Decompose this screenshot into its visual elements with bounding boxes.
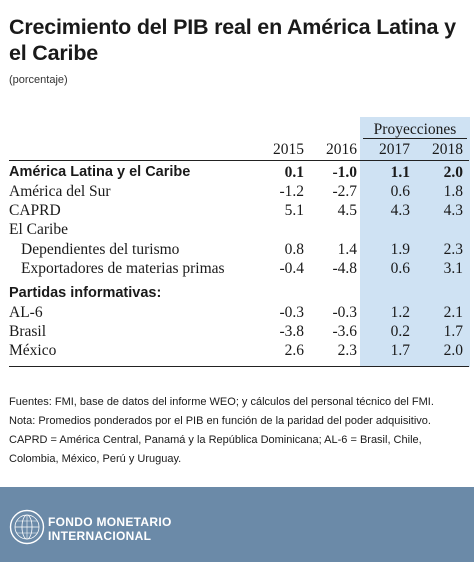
cell-value: 4.3 [443, 202, 463, 219]
cell-value: 2.6 [284, 342, 304, 359]
organization-name: FONDO MONETARIO INTERNACIONAL [48, 515, 172, 543]
year-header-2015: 2015 [273, 141, 304, 158]
row-label-caprd: CAPRD [9, 202, 61, 219]
page-title: Crecimiento del PIB real en América Lati… [9, 15, 456, 65]
footnotes: Fuentes: FMI, base de datos del informe … [9, 393, 469, 469]
cell-value: -2.7 [332, 183, 357, 200]
cell-value: 0.1 [284, 164, 304, 181]
row-label-commodity-exporters: Exportadores de materias primas [21, 260, 225, 277]
cell-value: 4.5 [337, 202, 357, 219]
row-label-mexico: México [9, 342, 57, 359]
cell-value: 0.6 [390, 183, 410, 200]
cell-value: -0.4 [279, 260, 304, 277]
projection-band [360, 117, 470, 367]
year-header-2017: 2017 [379, 141, 410, 158]
cell-value: 0.8 [284, 241, 304, 258]
projections-rule [363, 138, 467, 139]
cell-value: -3.8 [279, 323, 304, 340]
cell-value: -1.2 [279, 183, 304, 200]
cell-value: 2.3 [443, 241, 463, 258]
cell-value: 5.1 [284, 202, 304, 219]
cell-value: 2.1 [443, 304, 463, 321]
cell-value: 3.1 [443, 260, 463, 277]
cell-value: -0.3 [279, 304, 304, 321]
year-header-2018: 2018 [432, 141, 463, 158]
cell-value: 1.7 [390, 342, 410, 359]
page-subtitle: (porcentaje) [9, 74, 68, 86]
cell-value: -4.8 [332, 260, 357, 277]
cell-value: 1.1 [390, 164, 410, 181]
definitions-note-line1: CAPRD = América Central, Panamá y la Rep… [9, 434, 422, 446]
definitions-note-line2: Colombia, México, Perú y Uruguay. [9, 453, 182, 465]
cell-value: 1.8 [443, 183, 463, 200]
cell-value: 0.2 [390, 323, 410, 340]
weighting-note: Nota: Promedios ponderados por el PIB en… [9, 415, 431, 427]
cell-value: 1.7 [443, 323, 463, 340]
organization-name-line1: FONDO MONETARIO [48, 515, 172, 529]
row-label-tourism-dependent: Dependientes del turismo [21, 241, 180, 258]
source-note: Fuentes: FMI, base de datos del informe … [9, 396, 434, 408]
cell-value: -0.3 [332, 304, 357, 321]
table-bottom-rule [9, 366, 469, 367]
cell-value: 2.0 [443, 164, 463, 181]
cell-value: 2.0 [443, 342, 463, 359]
footer-banner [0, 487, 474, 562]
cell-value: 1.4 [337, 241, 357, 258]
organization-name-line2: INTERNACIONAL [48, 529, 152, 543]
row-label-memo-items: Partidas informativas: [9, 285, 162, 301]
cell-value: 1.2 [390, 304, 410, 321]
row-label-latin-america-caribbean: América Latina y el Caribe [9, 164, 191, 180]
cell-value: 1.9 [390, 241, 410, 258]
row-label-al6: AL-6 [9, 304, 43, 321]
header-rule [9, 160, 469, 161]
cell-value: 0.6 [390, 260, 410, 277]
projections-header: Proyecciones [373, 121, 457, 138]
cell-value: -1.0 [332, 164, 357, 181]
row-label-brazil: Brasil [9, 323, 47, 340]
cell-value: 4.3 [390, 202, 410, 219]
imf-seal-icon [9, 509, 45, 545]
cell-value: -3.6 [332, 323, 357, 340]
row-label-caribbean: El Caribe [9, 221, 68, 238]
year-header-2016: 2016 [326, 141, 357, 158]
cell-value: 2.3 [337, 342, 357, 359]
row-label-south-america: América del Sur [9, 183, 111, 200]
